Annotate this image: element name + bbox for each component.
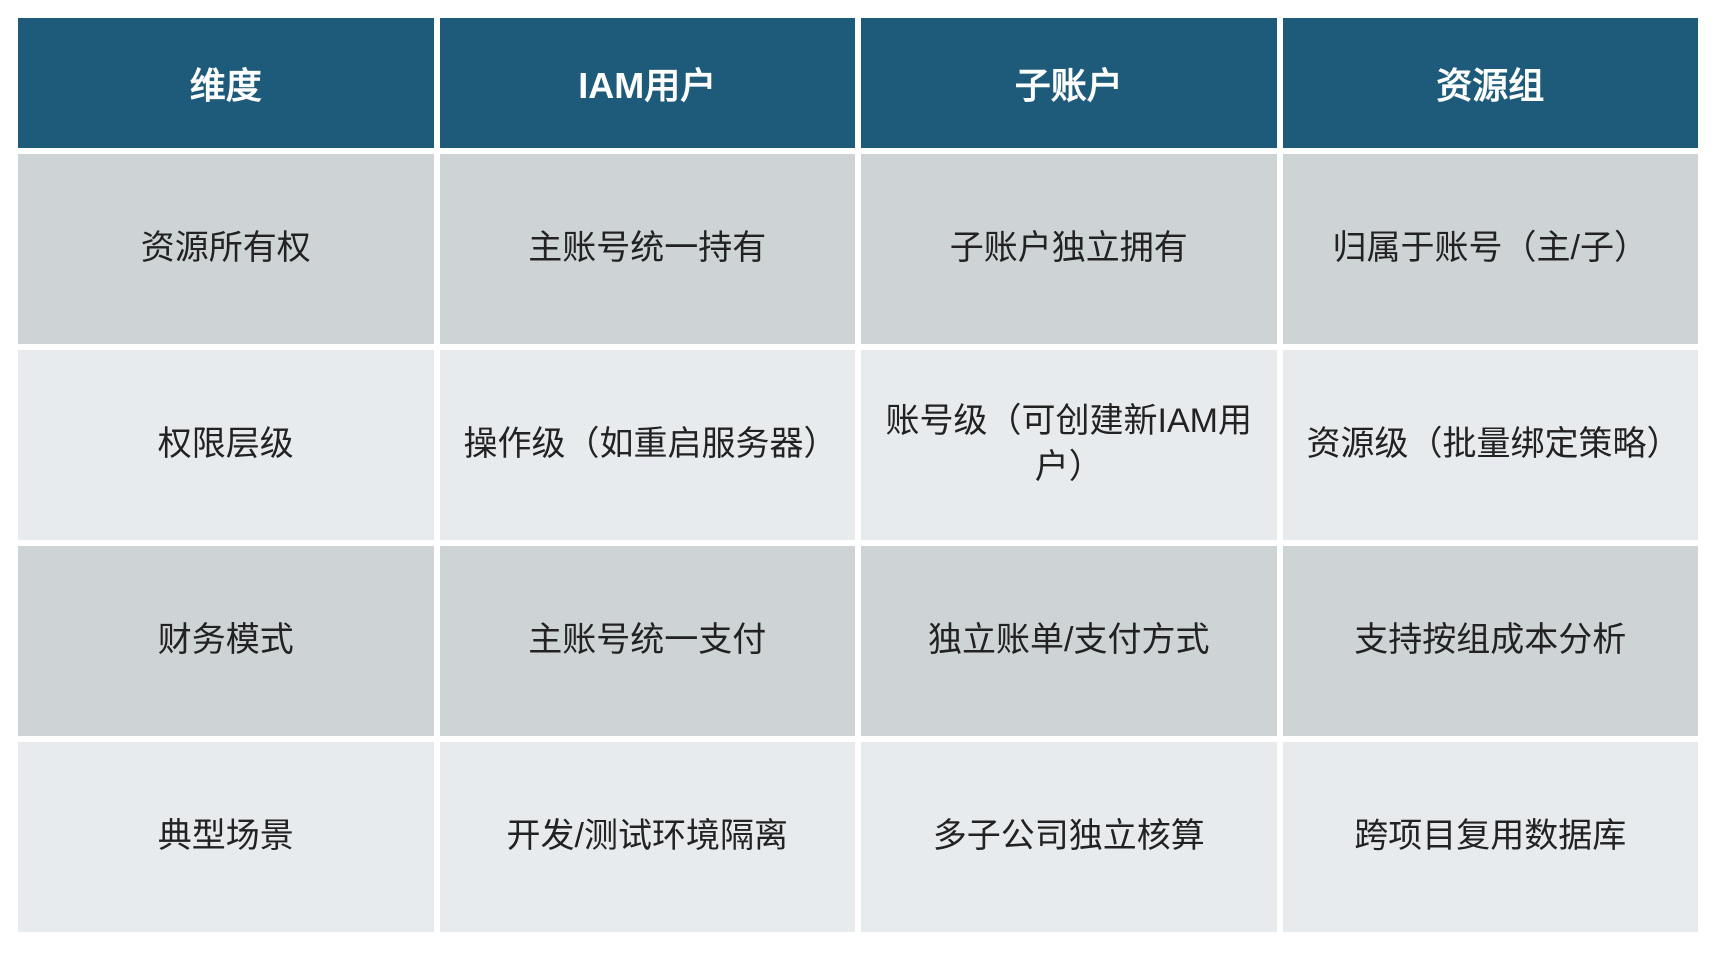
cell-sub-account: 子账户独立拥有 <box>861 154 1277 344</box>
cell-dimension: 财务模式 <box>18 546 434 736</box>
cell-dimension: 权限层级 <box>18 350 434 540</box>
table-header-row: 维度 IAM用户 子账户 资源组 <box>18 18 1698 148</box>
col-header-dimension: 维度 <box>18 18 434 148</box>
cell-dimension: 典型场景 <box>18 742 434 932</box>
table-row: 典型场景 开发/测试环境隔离 多子公司独立核算 跨项目复用数据库 <box>18 742 1698 932</box>
col-header-resource-group: 资源组 <box>1283 18 1699 148</box>
cell-resource-group: 支持按组成本分析 <box>1283 546 1699 736</box>
cell-sub-account: 多子公司独立核算 <box>861 742 1277 932</box>
col-header-sub-account: 子账户 <box>861 18 1277 148</box>
cell-resource-group: 资源级（批量绑定策略） <box>1283 350 1699 540</box>
cell-dimension: 资源所有权 <box>18 154 434 344</box>
cell-resource-group: 归属于账号（主/子） <box>1283 154 1699 344</box>
comparison-table-container: 维度 IAM用户 子账户 资源组 资源所有权 主账号统一持有 子账户独立拥有 归… <box>0 0 1716 950</box>
col-header-iam-user: IAM用户 <box>440 18 856 148</box>
cell-sub-account: 账号级（可创建新IAM用户） <box>861 350 1277 540</box>
table-row: 资源所有权 主账号统一持有 子账户独立拥有 归属于账号（主/子） <box>18 154 1698 344</box>
cell-iam-user: 主账号统一持有 <box>440 154 856 344</box>
cell-resource-group: 跨项目复用数据库 <box>1283 742 1699 932</box>
cell-sub-account: 独立账单/支付方式 <box>861 546 1277 736</box>
table-row: 财务模式 主账号统一支付 独立账单/支付方式 支持按组成本分析 <box>18 546 1698 736</box>
cell-iam-user: 操作级（如重启服务器） <box>440 350 856 540</box>
cell-iam-user: 主账号统一支付 <box>440 546 856 736</box>
cell-iam-user: 开发/测试环境隔离 <box>440 742 856 932</box>
comparison-table: 维度 IAM用户 子账户 资源组 资源所有权 主账号统一持有 子账户独立拥有 归… <box>12 12 1704 938</box>
table-row: 权限层级 操作级（如重启服务器） 账号级（可创建新IAM用户） 资源级（批量绑定… <box>18 350 1698 540</box>
